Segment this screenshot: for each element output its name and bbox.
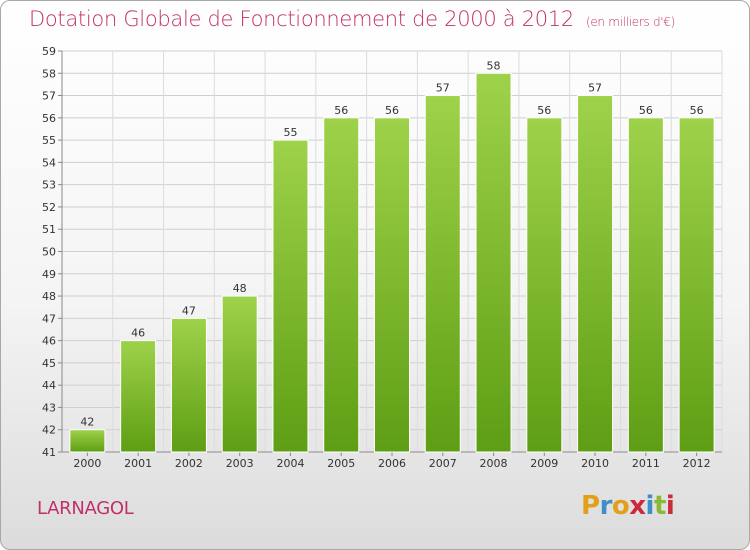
bar-2006 xyxy=(374,117,410,453)
y-tick-label: 46 xyxy=(42,335,56,348)
data-label-2001: 46 xyxy=(131,327,145,340)
bar-2000 xyxy=(69,429,106,453)
y-tick-label: 59 xyxy=(42,45,56,58)
bar-2010 xyxy=(577,95,614,453)
data-label-2007: 57 xyxy=(436,82,450,95)
x-tick-label-2008: 2008 xyxy=(480,457,508,470)
bar-2003 xyxy=(221,295,258,453)
y-tick-label: 56 xyxy=(42,112,56,125)
y-tick-label: 52 xyxy=(42,201,56,214)
data-label-2009: 56 xyxy=(537,104,551,117)
y-tick-label: 50 xyxy=(42,246,56,259)
y-tick-label: 53 xyxy=(42,179,56,192)
data-label-2011: 56 xyxy=(639,104,653,117)
logo-letter: i xyxy=(665,491,675,521)
x-tick-label-2010: 2010 xyxy=(581,457,609,470)
bar-2004 xyxy=(272,139,309,453)
x-tick-label-2006: 2006 xyxy=(378,457,406,470)
logo-letter: t xyxy=(653,491,666,521)
commune-name: LARNAGOL xyxy=(37,498,134,519)
y-tick-label: 49 xyxy=(42,268,56,281)
bars xyxy=(69,72,715,453)
proxiti-logo: Proxiti xyxy=(581,491,675,521)
bar-2011 xyxy=(627,117,664,453)
y-tick-label: 43 xyxy=(42,401,56,414)
x-tick-label-2000: 2000 xyxy=(73,457,101,470)
y-tick-label: 41 xyxy=(42,446,56,459)
data-label-2008: 58 xyxy=(487,59,501,72)
data-label-2010: 57 xyxy=(588,82,602,95)
y-tick-label: 57 xyxy=(42,90,56,103)
bar-2008 xyxy=(475,72,512,453)
data-label-2012: 56 xyxy=(690,104,704,117)
x-tick-label-2007: 2007 xyxy=(429,457,457,470)
x-tick-label-2001: 2001 xyxy=(124,457,152,470)
chart-title: Dotation Globale de Fonctionnement de 20… xyxy=(29,7,675,31)
y-tick-label: 55 xyxy=(42,134,56,147)
data-label-2003: 48 xyxy=(233,282,247,295)
data-label-2000: 42 xyxy=(80,416,94,429)
y-tick-label: 51 xyxy=(42,223,56,236)
logo-letter: i xyxy=(645,491,655,521)
x-tick-label-2012: 2012 xyxy=(683,457,711,470)
unit-subtitle: (en milliers d'€) xyxy=(585,15,675,29)
y-tick-label: 58 xyxy=(42,67,56,80)
bar-2002 xyxy=(170,317,207,453)
title-text: Dotation Globale de Fonctionnement de 20… xyxy=(29,7,574,31)
data-label-2002: 47 xyxy=(182,304,196,317)
y-tick-label: 48 xyxy=(42,290,56,303)
bar-2012 xyxy=(678,117,715,453)
data-label-2006: 56 xyxy=(385,104,399,117)
x-tick-label-2011: 2011 xyxy=(632,457,660,470)
logo-letter: r xyxy=(599,491,613,521)
y-tick-label: 45 xyxy=(42,357,56,370)
x-tick-label-2002: 2002 xyxy=(175,457,203,470)
labels: 42 2000 46 2001 47 2002 48 2003 55 2004 56 2005 56 20… xyxy=(73,59,710,470)
x-tick-label-2003: 2003 xyxy=(226,457,254,470)
y-tick-label: 44 xyxy=(42,379,56,392)
data-label-2004: 55 xyxy=(283,126,297,139)
y-tick-label: 54 xyxy=(42,156,56,169)
bar-2009 xyxy=(526,117,563,453)
x-tick-label-2004: 2004 xyxy=(276,457,304,470)
y-tick-label: 42 xyxy=(42,424,56,437)
bar-2007 xyxy=(424,95,461,453)
logo-letter: P xyxy=(581,491,600,521)
logo-letter: x xyxy=(629,491,646,521)
logo-letter: o xyxy=(611,491,630,521)
x-tick-label-2005: 2005 xyxy=(327,457,355,470)
data-label-2005: 56 xyxy=(334,104,348,117)
bar-2005 xyxy=(323,117,360,453)
bar-2001 xyxy=(120,340,157,453)
x-tick-label-2009: 2009 xyxy=(530,457,558,470)
y-tick-label: 47 xyxy=(42,312,56,325)
